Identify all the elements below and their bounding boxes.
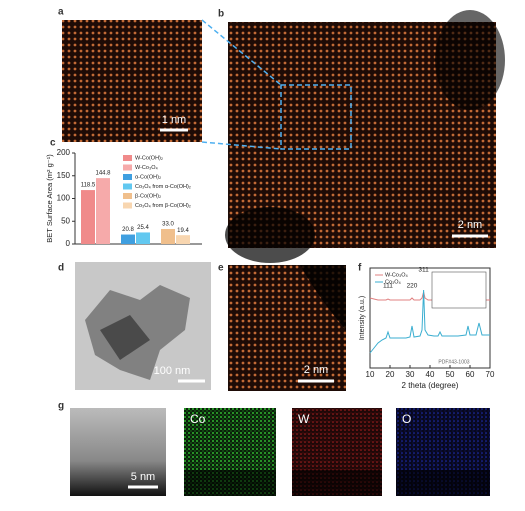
dark-region (435, 10, 505, 110)
bar (81, 190, 95, 244)
panel-label: a (58, 7, 64, 18)
inset (431, 271, 487, 309)
scale-label: 1 nm (162, 114, 186, 126)
scale-label: 2 nm (304, 364, 328, 376)
scale-label: 5 nm (131, 471, 155, 483)
bar (176, 235, 190, 244)
scale-label: 2 nm (458, 219, 482, 231)
value-label: 20.8 (122, 227, 134, 233)
legend-swatch (123, 164, 132, 171)
x-tick-label: 10 (366, 370, 375, 379)
panel-label: f (358, 263, 362, 274)
series-line (369, 289, 490, 354)
dark-region (292, 470, 382, 496)
zoom-line (201, 141, 282, 150)
legend-swatch (123, 174, 132, 180)
value-label: 144.8 (95, 171, 111, 177)
peak-label: 111 (383, 283, 393, 290)
legend-swatch (123, 155, 132, 161)
legend-label: β-Co(OH)₂ (135, 193, 161, 199)
legend-label: Co₃O₄ from α-Co(OH)₂ (135, 184, 191, 190)
image-a (62, 20, 202, 142)
x-tick-label: 30 (406, 370, 415, 379)
map-label: W (298, 412, 310, 426)
nanosheet (100, 315, 150, 360)
dark-region (184, 470, 276, 496)
panel-label: g (58, 401, 64, 412)
x-tick-label: 60 (466, 370, 475, 379)
value-label: 118.5 (81, 183, 96, 189)
x-axis-label: 2 theta (degree) (402, 381, 459, 390)
peak-label: 220 (407, 283, 418, 290)
y-tick-label: 200 (57, 148, 71, 157)
zoom-line (201, 19, 282, 86)
legend-label: Co₃O₄ (385, 279, 402, 285)
legend-label: W-Co₃O₄ (385, 272, 408, 278)
x-tick-label: 40 (426, 370, 435, 379)
legend-label: W-Co(OH)₂ (135, 155, 163, 161)
legend-label: Co₃O₄ from β-Co(OH)₂ (135, 203, 191, 209)
value-label: 19.4 (177, 228, 189, 234)
dark-region (396, 470, 490, 496)
map-label: Co (190, 412, 206, 426)
legend-label: α-Co(OH)₂ (135, 174, 161, 180)
x-tick-label: 50 (446, 370, 455, 379)
panel-label: c (50, 138, 56, 149)
bar (96, 178, 110, 244)
image-haadf (70, 408, 166, 496)
reference-label: PDF#43-1003 (438, 359, 469, 365)
dark-region (300, 265, 346, 330)
y-tick-label: 0 (66, 239, 71, 248)
y-tick-label: 100 (57, 194, 71, 203)
dark-region (225, 207, 315, 263)
bar (121, 234, 135, 244)
y-tick-label: 50 (61, 216, 70, 225)
y-axis-label: BET Surface Area (m² g⁻¹) (45, 154, 54, 243)
y-tick-label: 150 (57, 171, 71, 180)
zoom-box (280, 84, 352, 150)
x-tick-label: 20 (386, 370, 395, 379)
bar (136, 232, 150, 244)
legend-label: W-Co₃O₄ (135, 165, 158, 171)
legend-swatch (123, 183, 132, 190)
peak-label: 311 (418, 267, 429, 274)
panel-label: d (58, 263, 64, 274)
bar (161, 228, 175, 244)
x-tick-label: 70 (486, 370, 495, 379)
legend-swatch (123, 202, 132, 209)
scale-label: 100 nm (154, 365, 191, 377)
y-axis-label: Intensity (a.u.) (359, 296, 366, 340)
panel-label: e (218, 263, 224, 274)
legend-swatch (123, 193, 132, 199)
value-label: 25.4 (137, 225, 149, 231)
map-label: O (402, 412, 411, 426)
value-label: 33.0 (162, 222, 174, 228)
panel-label: b (218, 9, 224, 20)
